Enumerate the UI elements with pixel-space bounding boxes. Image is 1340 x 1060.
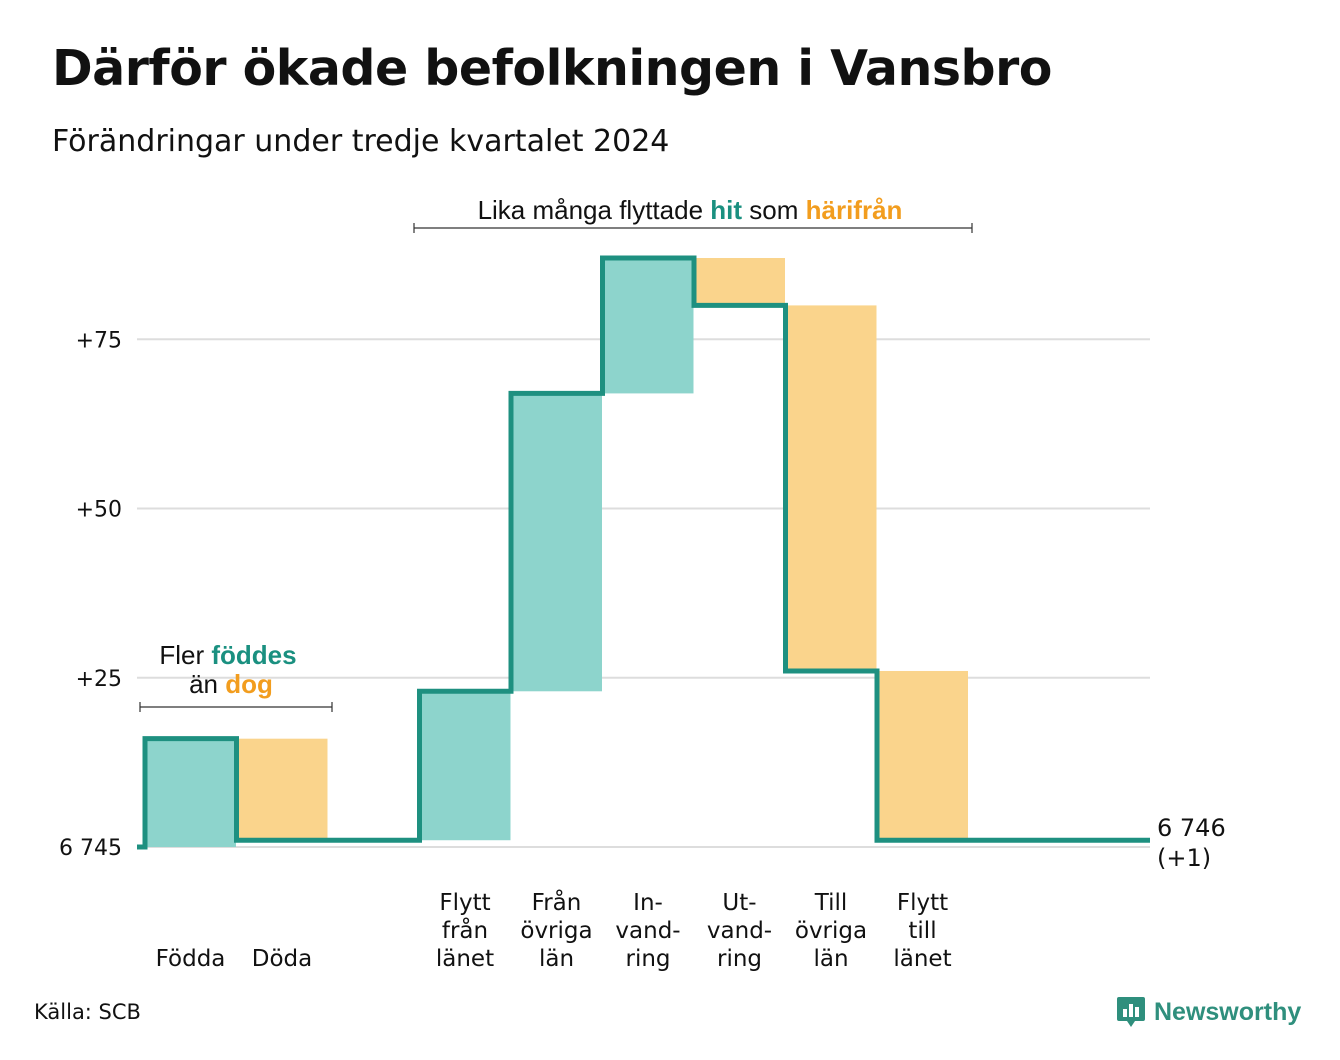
category-label: övriga bbox=[795, 918, 867, 944]
chart-subtitle: Förändringar under tredje kvartalet 2024 bbox=[52, 124, 670, 159]
waterfall-bar bbox=[511, 393, 602, 692]
category-label: Flytt bbox=[439, 890, 490, 916]
line-layer bbox=[137, 255, 1150, 850]
births-annotation-part: dog bbox=[225, 669, 273, 699]
waterfall-chart: 6 745+25+50+75 Födda DödaFlyttfrånlänetFr… bbox=[59, 195, 1226, 972]
y-tick-label: +75 bbox=[76, 328, 122, 353]
migration-annotation-part: Lika många flyttade bbox=[478, 195, 711, 225]
category-label: Från bbox=[532, 888, 582, 916]
category-label: Ut- bbox=[722, 890, 756, 916]
chart-title: Därför ökade befolkningen i Vansbro bbox=[52, 40, 1052, 97]
waterfall-bar bbox=[419, 691, 511, 841]
births-annotation-part: föddes bbox=[211, 640, 296, 670]
category-label: övriga bbox=[520, 918, 592, 944]
births-annotation: än dog bbox=[189, 669, 273, 699]
births-annotation: Fler föddes bbox=[159, 640, 296, 670]
category-label: till bbox=[908, 918, 936, 944]
category-label: vand- bbox=[615, 918, 680, 944]
migration-annotation: Lika många flyttade hit som härifrån bbox=[478, 195, 903, 225]
migration-annotation-part: som bbox=[742, 195, 806, 225]
y-tick-label-baseline: 6 745 bbox=[59, 836, 122, 861]
waterfall-bar bbox=[877, 670, 968, 841]
category-label: Döda bbox=[252, 946, 312, 972]
y-tick-label: +50 bbox=[76, 498, 122, 523]
category-label: Födda bbox=[156, 946, 226, 972]
source-note: Källa: SCB bbox=[34, 1000, 141, 1024]
waterfall-bar bbox=[694, 258, 785, 306]
y-tick-label: +25 bbox=[76, 667, 122, 692]
births-annotation-part: än bbox=[189, 669, 225, 699]
bar-layer bbox=[145, 258, 968, 847]
brand-name: Newsworthy bbox=[1154, 997, 1302, 1026]
migration-annotation-part: hit bbox=[710, 195, 742, 225]
category-label: Till bbox=[814, 890, 848, 916]
migration-annotation-part: härifrån bbox=[806, 195, 903, 225]
category-label: Flytt bbox=[897, 890, 948, 916]
category-label: In- bbox=[633, 890, 663, 916]
end-value-label: 6 746 bbox=[1157, 814, 1226, 842]
grid-layer: 6 745 +25 +50 +75 bbox=[59, 328, 1150, 861]
category-label: ring bbox=[717, 946, 762, 972]
category-label: vand- bbox=[707, 918, 772, 944]
waterfall-bar bbox=[785, 305, 877, 671]
category-label: ring bbox=[625, 946, 670, 972]
category-label: län bbox=[813, 946, 848, 972]
category-label: länet bbox=[893, 946, 951, 972]
end-value-label: (+1) bbox=[1157, 844, 1211, 872]
category-label: länet bbox=[436, 946, 494, 972]
brand-logo: Newsworthy bbox=[1116, 994, 1301, 1030]
category-label: län bbox=[539, 946, 574, 972]
births-annotation-part: Fler bbox=[159, 640, 211, 670]
newsworthy-logo-icon bbox=[1117, 997, 1145, 1027]
label-layer: Födda DödaFlyttfrånlänetFrånövrigalänIn-v… bbox=[156, 814, 1226, 972]
waterfall-bar bbox=[145, 738, 236, 847]
waterfall-bar bbox=[602, 258, 694, 394]
waterfall-bar bbox=[236, 738, 328, 841]
cumulative-step-line bbox=[137, 255, 1150, 850]
category-label: från bbox=[442, 916, 488, 944]
